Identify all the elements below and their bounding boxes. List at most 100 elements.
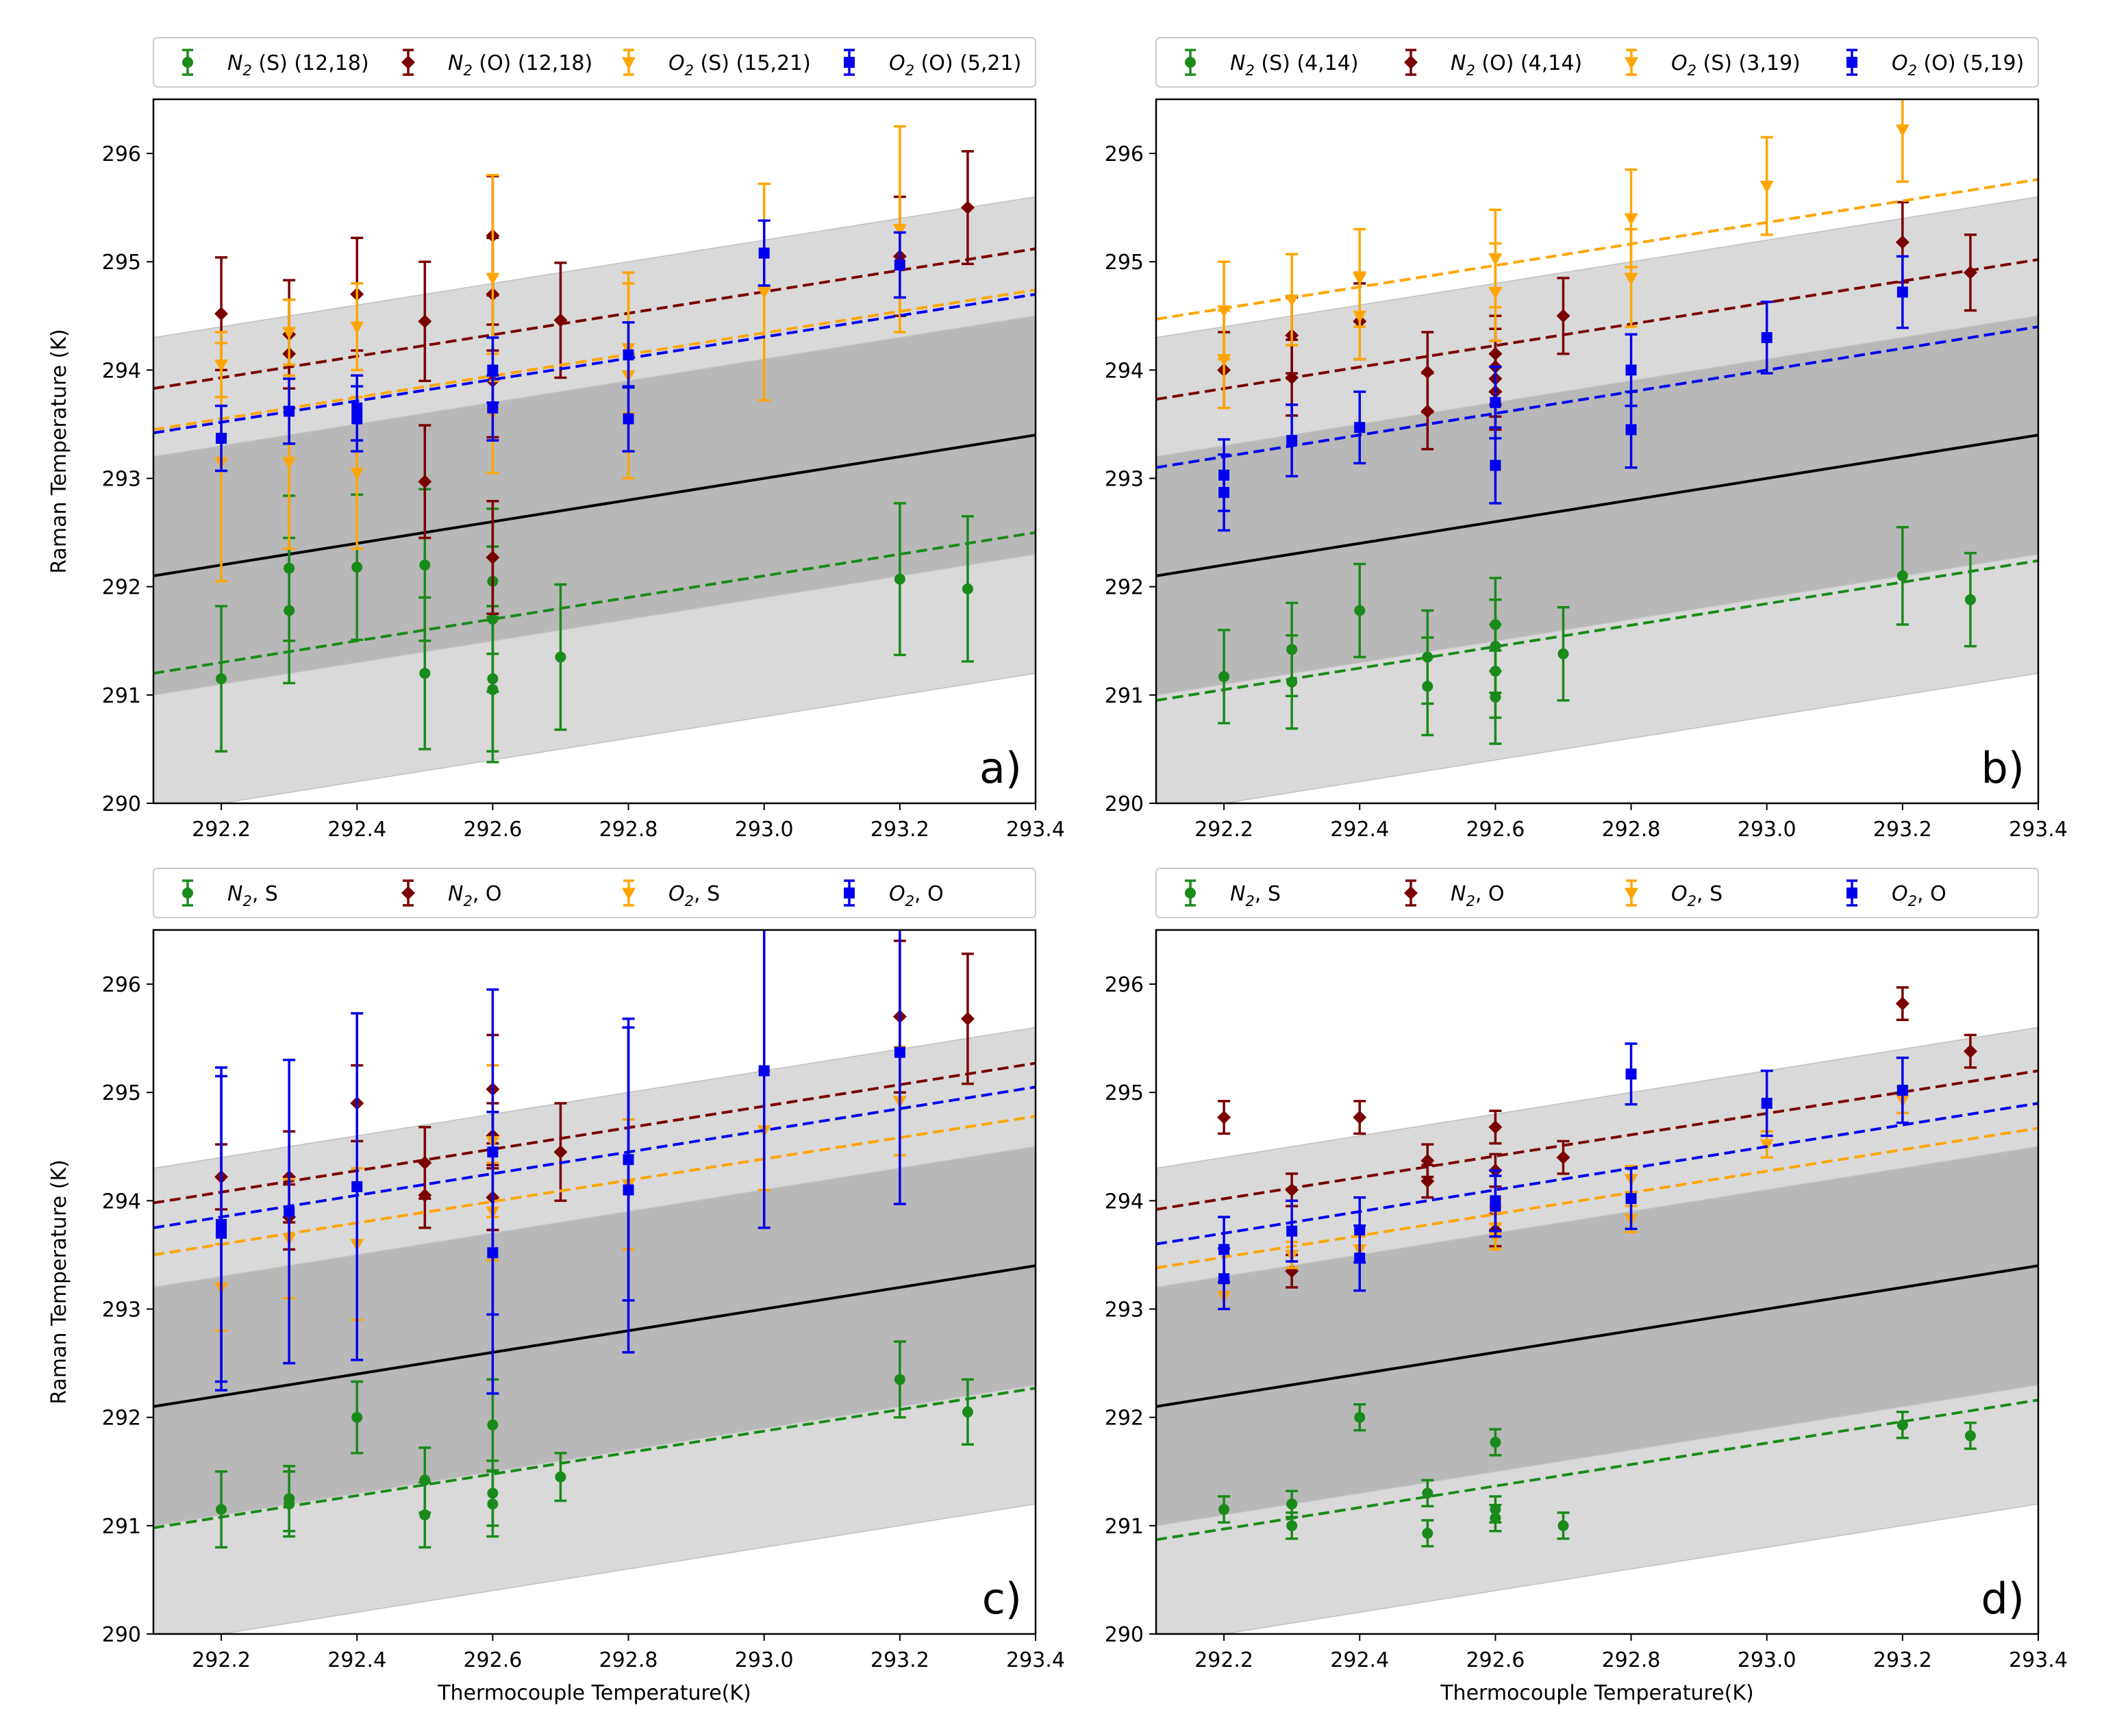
ylabel-c: Raman Temperature (K) (47, 1159, 71, 1404)
legend-label-N2_S-d: N2, S (1230, 882, 1281, 909)
x-tick-label-c-5: 293.2 (871, 1648, 929, 1672)
data-point-O2_S-b-7 (1624, 273, 1638, 286)
legend-label-N2_O-c: N2, O (448, 882, 502, 909)
legend-label-O2_S-d: O2, S (1671, 882, 1723, 909)
data-point-O2_S-b-9 (1759, 181, 1774, 194)
data-point-N2_O-c-5 (418, 1156, 432, 1170)
data-point-N2_S-d-9 (1557, 1520, 1569, 1531)
data-point-O2_S-a-5 (350, 321, 364, 334)
data-point-N2_S-d-8 (1490, 1437, 1501, 1448)
data-point-N2_S-a-0 (216, 673, 227, 685)
data-point-N2_S-a-11 (894, 573, 905, 585)
data-point-O2_O-c-1 (216, 1219, 227, 1231)
x-tick-label-b-1: 292.4 (1330, 818, 1389, 842)
legend-label-N2_S-b: N2 (S) (4,14) (1230, 51, 1359, 79)
data-point-O2_O-c-3 (351, 1181, 363, 1192)
y-tick-label-c-2: 292 (102, 1407, 141, 1431)
x-tick-label-a-4: 293.0 (735, 818, 794, 842)
data-point-N2_S-b-0 (1218, 670, 1230, 682)
data-point-N2_O-a-12 (960, 201, 975, 215)
legend-marker-O2_S-d (1625, 888, 1638, 901)
x-tick-label-d-1: 292.4 (1330, 1648, 1389, 1672)
y-tick-label-d-5: 295 (1105, 1081, 1144, 1105)
plot-area-c (153, 930, 1036, 1634)
panel-label-d: d) (1981, 1574, 2025, 1624)
data-point-O2_O-d-8 (1625, 1068, 1637, 1080)
data-point-N2_O-a-10 (553, 313, 568, 327)
y-tick-label-c-6: 296 (102, 973, 141, 997)
data-point-O2_S-b-10 (1895, 124, 1909, 137)
data-point-N2_O-a-5 (418, 314, 432, 329)
data-point-N2_O-d-3 (1353, 1110, 1367, 1124)
data-point-O2_S-a-3 (282, 327, 297, 340)
data-point-O2_S-a-7 (486, 273, 500, 286)
x-tick-label-a-2: 292.6 (463, 818, 522, 842)
x-tick-label-c-0: 292.2 (192, 1648, 251, 1672)
data-point-N2_O-d-11 (1963, 1044, 1977, 1059)
data-point-N2_O-b-5 (1420, 365, 1435, 379)
x-tick-label-c-1: 292.4 (327, 1648, 386, 1672)
x-tick-label-b-4: 293.0 (1738, 818, 1796, 842)
x-tick-label-a-5: 293.2 (871, 818, 929, 842)
data-point-N2_S-b-2 (1286, 644, 1298, 655)
data-point-N2_S-c-5 (419, 1474, 431, 1486)
fit-line-O2_O-c (153, 1085, 1036, 1229)
data-point-O2_O-a-7 (623, 349, 634, 361)
data-point-O2_O-a-0 (216, 433, 227, 444)
legend-label-O2_O-d: O2, O (1892, 882, 1946, 909)
data-point-O2_O-d-4 (1354, 1224, 1366, 1236)
legend-marker-N2_S-b (1185, 57, 1196, 68)
data-point-O2_S-a-2 (282, 457, 297, 470)
legend-marker-N2_O-b (1404, 55, 1418, 69)
data-point-O2_O-a-8 (758, 247, 770, 259)
y-tick-label-a-4: 294 (102, 359, 141, 383)
data-point-O2_S-b-6 (1488, 253, 1503, 266)
data-point-O2_O-b-8 (1761, 331, 1773, 343)
data-point-N2_S-a-2 (284, 562, 295, 574)
data-point-N2_O-a-4 (418, 475, 432, 489)
data-point-O2_O-a-4 (487, 402, 499, 414)
data-point-O2_S-a-11 (892, 224, 907, 237)
x-tick-label-a-0: 292.2 (192, 818, 251, 842)
data-point-N2_S-c-2 (284, 1493, 295, 1505)
data-point-N2_O-d-10 (1895, 996, 1909, 1011)
fit-line-N2_O-b (1156, 258, 2038, 401)
data-point-N2_S-a-5 (419, 559, 431, 571)
data-point-O2_O-b-9 (1896, 286, 1908, 298)
y-tick-label-c-4: 294 (102, 1190, 141, 1213)
data-point-N2_S-c-3 (351, 1411, 363, 1423)
y-tick-label-d-2: 292 (1105, 1407, 1144, 1431)
data-point-N2_O-b-9 (1488, 347, 1503, 361)
axes-frame-d (1155, 929, 2040, 1635)
data-point-O2_S-b-2 (1285, 294, 1299, 307)
data-point-N2_S-a-4 (419, 668, 431, 679)
axes-frame-b (1155, 98, 2040, 805)
legend-marker-O2_S-a (622, 57, 636, 70)
data-point-O2_O-b-5 (1490, 397, 1501, 408)
data-point-N2_S-d-4 (1422, 1527, 1433, 1539)
y-tick-label-a-2: 292 (102, 576, 141, 600)
data-point-N2_S-c-10 (894, 1374, 905, 1385)
plot-area-a (153, 125, 1036, 803)
data-point-O2_O-c-5 (487, 1146, 499, 1158)
data-point-N2_S-d-3 (1354, 1411, 1366, 1423)
data-point-O2_O-c-7 (623, 1154, 634, 1166)
y-tick-label-c-3: 293 (102, 1298, 141, 1322)
data-point-O2_O-a-6 (623, 413, 634, 425)
data-point-N2_O-d-0 (1217, 1110, 1231, 1124)
legend-label-N2_O-a: N2 (O) (12,18) (448, 51, 592, 79)
legend-marker-N2_S-a (182, 57, 193, 68)
fit-line-N2_O-a (153, 247, 1036, 390)
legend-label-O2_O-a: O2 (O) (5,21) (889, 51, 1021, 79)
data-point-N2_O-d-9 (1556, 1150, 1570, 1165)
data-point-N2_O-b-11 (1895, 235, 1909, 249)
fit-line-N2_O-d (1156, 1069, 2038, 1211)
legend-label-N2_O-b: N2 (O) (4,14) (1451, 51, 1582, 79)
reference-line-c (153, 1264, 1036, 1408)
legend-box-c (153, 868, 1036, 918)
legend-box-b (1155, 37, 2039, 88)
legend-d: N2, S N2, O O2, S O2, O (1155, 868, 2039, 918)
legend-marker-O2_O-d (1846, 888, 1857, 898)
data-point-O2_O-b-1 (1218, 469, 1230, 481)
y-tick-label-c-5: 295 (102, 1081, 141, 1105)
